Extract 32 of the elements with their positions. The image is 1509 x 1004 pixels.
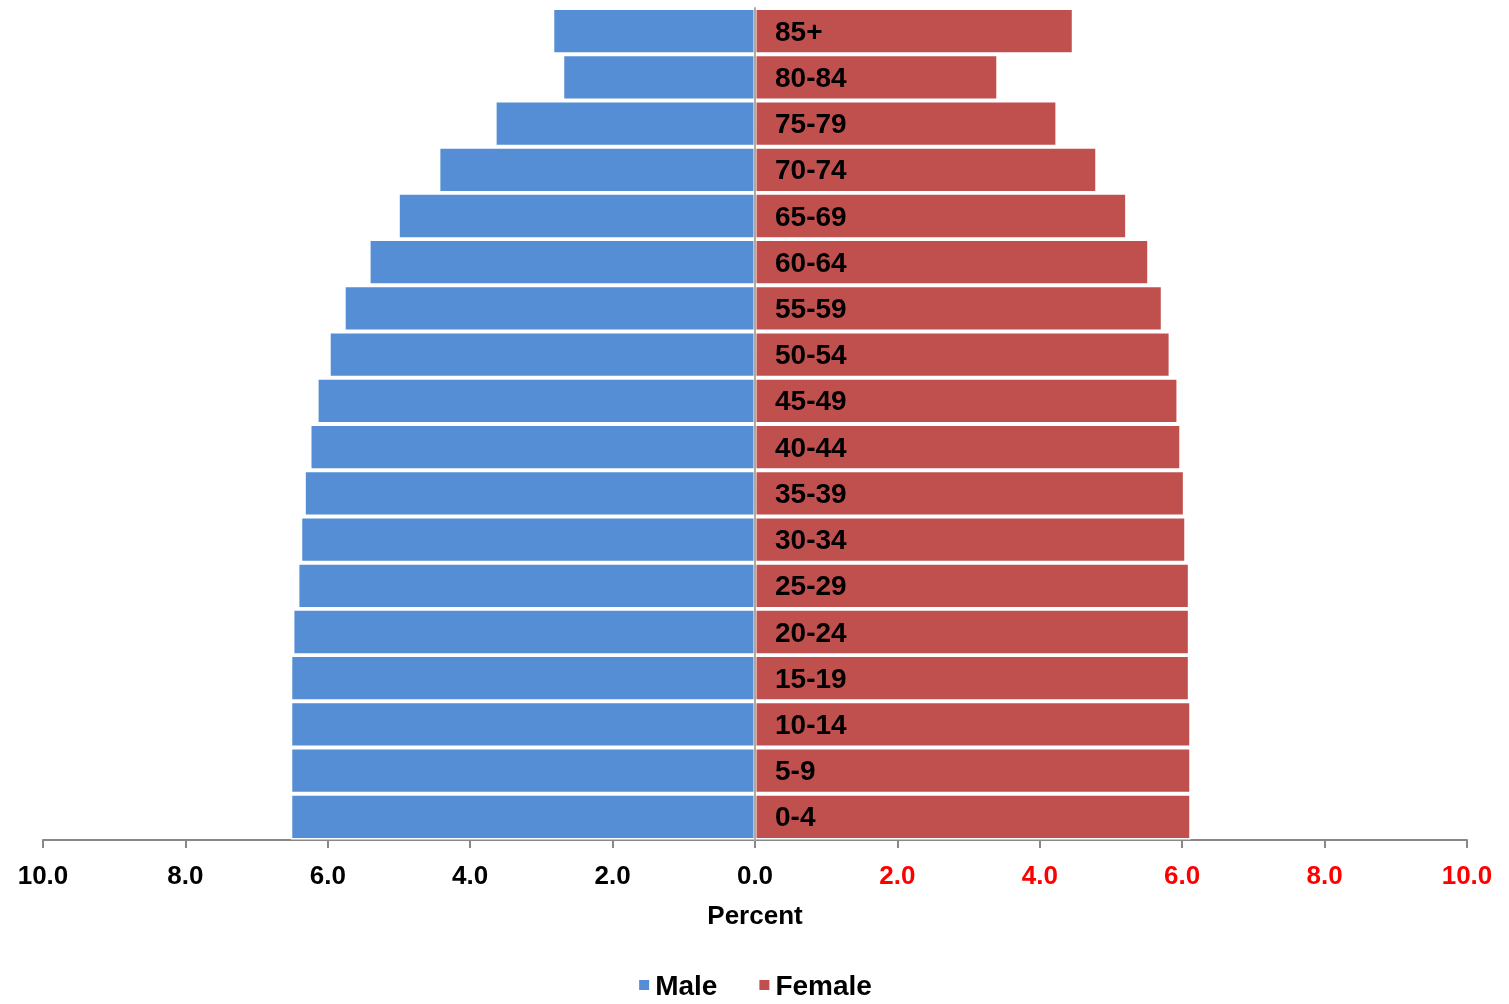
x-axis-title: Percent (707, 900, 804, 930)
x-tick-label: 6.0 (309, 860, 346, 890)
y-tick-label: 45-49 (775, 385, 847, 417)
y-tick-label: 25-29 (775, 570, 847, 602)
y-tick-label: 10-14 (775, 708, 848, 740)
y-tick-label: 75-79 (775, 108, 847, 140)
y-tick-label: 55-59 (775, 292, 847, 324)
y-tick-label: 35-39 (775, 477, 847, 509)
y-tick-label: 70-74 (775, 154, 848, 186)
x-tick-label: 0.0 (736, 860, 774, 890)
x-tick-label: 8.0 (167, 860, 204, 890)
y-tick-label: 20-24 (775, 616, 848, 648)
y-tick-label: 15-19 (775, 662, 847, 694)
x-tick-label: 2.0 (879, 860, 916, 890)
x-tick-label: 4.0 (1021, 860, 1058, 890)
y-tick-label: 5-9 (775, 755, 816, 787)
y-tick-label: 30-34 (775, 524, 848, 556)
x-tick-label: 4.0 (452, 860, 489, 890)
y-tick-label: 0-4 (775, 801, 816, 833)
y-tick-label: 50-54 (775, 339, 848, 371)
x-tick-label: 8.0 (1306, 860, 1343, 890)
x-tick-label: 10.0 (1441, 860, 1493, 890)
legend-label: Female (775, 969, 872, 1001)
y-tick-label: 85+ (775, 15, 823, 47)
y-tick-label: 80-84 (775, 61, 848, 93)
y-tick-label: 60-64 (775, 246, 848, 278)
x-tick-label: 2.0 (594, 860, 631, 890)
legend-label: Male (655, 969, 718, 1001)
x-tick-label: 10.0 (17, 860, 69, 890)
y-tick-label: 40-44 (775, 431, 848, 463)
x-tick-label: 6.0 (1164, 860, 1201, 890)
y-tick-label: 65-69 (775, 200, 847, 232)
